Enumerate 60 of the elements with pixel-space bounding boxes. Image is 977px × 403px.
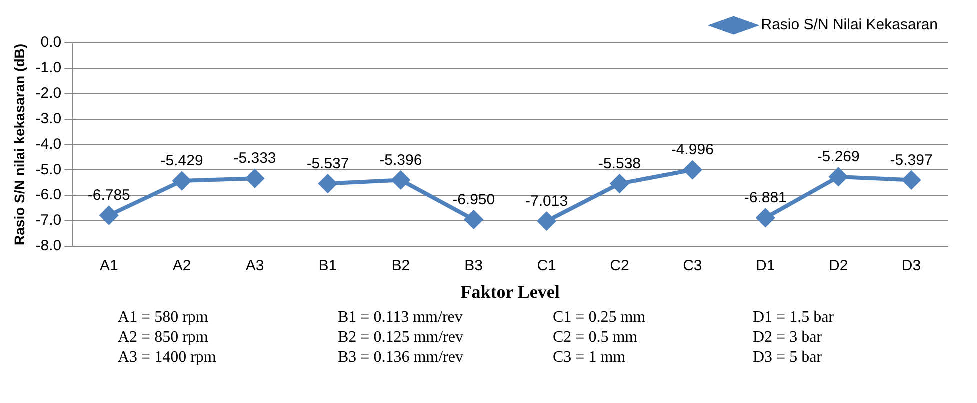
- point: [538, 212, 556, 230]
- data-label: -5.269: [817, 148, 860, 166]
- text: C3 = 1 mm: [553, 348, 627, 368]
- y-tick-label: -4.0: [36, 136, 62, 153]
- point: [318, 174, 337, 193]
- x-tick-label: A3: [246, 258, 264, 275]
- y-tick-label: 0.0: [40, 34, 62, 52]
- x-tick-label: B1: [318, 258, 338, 275]
- point: [464, 210, 483, 229]
- y-tick-label: -2.0: [36, 84, 62, 102]
- point: [392, 171, 410, 190]
- x-tick-label: A2: [172, 258, 192, 275]
- point: [173, 172, 192, 190]
- y-tick-label: -8.0: [36, 238, 62, 255]
- text: D1 = 1.5 bar: [753, 308, 836, 328]
- data-label: -6.785: [88, 187, 130, 204]
- data-label: -5.538: [598, 155, 642, 172]
- data-label: -5.537: [306, 155, 350, 172]
- y-axis-title: Rasio S/N nilai kekasaran (dB): [11, 44, 28, 246]
- y-tick-label: -6.0: [36, 186, 62, 204]
- point: [246, 170, 264, 188]
- point: [684, 161, 702, 180]
- text: C2 = 0.5 mm: [553, 328, 639, 348]
- data-label: -6.950: [452, 191, 496, 208]
- x-tick-label: A1: [100, 258, 118, 275]
- data-label: -6.881: [744, 190, 787, 207]
- y-tick-label: -5.0: [36, 161, 62, 178]
- legend-label: Rasio S/N Nilai Kekasaran: [761, 16, 938, 34]
- text: A1 = 580 rpm: [118, 308, 210, 328]
- y-tick-label: -1.0: [36, 60, 62, 77]
- x-tick-label: C1: [537, 258, 556, 275]
- x-tick-label: C3: [683, 258, 702, 275]
- data-label: -5.333: [234, 150, 276, 168]
- data-label: -7.013: [526, 192, 568, 210]
- point: [830, 168, 848, 186]
- data-label: -5.429: [160, 152, 204, 170]
- y-tick-label: -7.0: [36, 212, 62, 230]
- text: B2 = 0.125 mm/rev: [338, 328, 464, 348]
- x-tick-label: D1: [756, 258, 776, 275]
- text: C1 = 0.25 mm: [553, 308, 647, 328]
- text: A3 = 1400 rpm: [118, 348, 218, 368]
- point: [610, 174, 629, 193]
- x-tick-label: B3: [464, 258, 484, 275]
- text: D3 = 5 bar: [753, 348, 824, 368]
- data-label: -4.996: [671, 142, 714, 159]
- x-tick-label: B2: [392, 258, 410, 275]
- x-tick-label: C2: [610, 258, 630, 275]
- point: [902, 171, 921, 190]
- text: D2 = 3 bar: [753, 328, 824, 348]
- y-tick-label: -3.0: [36, 110, 62, 128]
- point: [756, 208, 775, 227]
- data-label: -5.397: [890, 152, 933, 169]
- text: B3 = 0.136 mm/rev: [338, 348, 464, 368]
- data-label: -5.396: [380, 152, 422, 169]
- x-tick-label: D2: [828, 258, 848, 275]
- text: B1 = 0.113 mm/rev: [338, 308, 464, 328]
- point: [100, 206, 118, 225]
- text: A2 = 850 rpm: [118, 328, 210, 348]
- x-axis-title: Faktor Level: [460, 282, 560, 302]
- x-tick-label: D3: [902, 258, 922, 275]
